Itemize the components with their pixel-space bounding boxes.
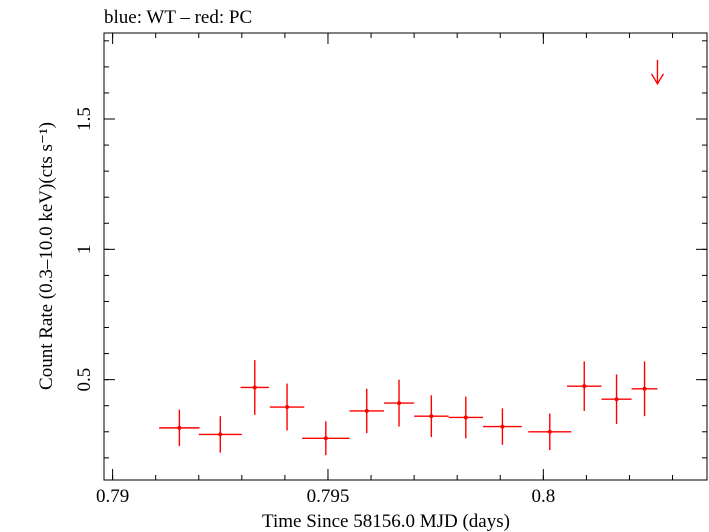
x-tick-label: 0.8 <box>531 486 555 507</box>
data-point <box>567 361 602 411</box>
data-point <box>631 361 658 417</box>
data-point <box>414 395 449 437</box>
data-point <box>601 374 632 424</box>
data-point <box>269 383 305 431</box>
point-marker <box>285 405 290 410</box>
data-point <box>349 388 384 434</box>
point-marker <box>463 415 468 420</box>
point-marker <box>614 397 619 402</box>
point-marker <box>177 425 182 430</box>
y-tick-label: 1 <box>74 245 95 255</box>
y-tick-label: 1.5 <box>74 107 95 131</box>
y-tick-label: 0.5 <box>74 368 95 392</box>
data-point <box>302 421 350 456</box>
point-marker <box>218 432 223 437</box>
point-marker <box>364 408 369 413</box>
point-marker <box>429 414 434 419</box>
tick-labels: 0.79 0.795 0.8 0.5 1 1.5 <box>74 107 555 507</box>
chart-title: blue: WT – red: PC <box>104 7 252 28</box>
data-point <box>383 379 415 427</box>
upper-limit-head <box>650 73 665 86</box>
data-point <box>159 409 200 447</box>
point-marker <box>397 401 402 406</box>
x-axis-label: Time Since 58156.0 MJD (days) <box>262 511 510 532</box>
data-point <box>198 416 242 453</box>
data-point <box>448 396 484 439</box>
data-points <box>159 59 665 456</box>
data-point <box>483 408 522 445</box>
point-marker <box>582 384 587 389</box>
x-tick-label: 0.79 <box>96 486 129 507</box>
upper-limit-arrow <box>650 59 665 86</box>
data-point <box>528 413 572 451</box>
point-marker <box>323 436 328 441</box>
point-marker <box>252 385 257 390</box>
axis-ticks <box>104 33 707 480</box>
x-tick-label: 0.795 <box>307 486 350 507</box>
point-marker <box>547 429 552 434</box>
y-axis-label: Count Rate (0.3–10.0 keV)(cts s⁻¹) <box>36 122 57 390</box>
point-marker <box>642 386 647 391</box>
plot-frame <box>103 32 708 481</box>
point-marker <box>500 424 505 429</box>
data-point <box>240 360 269 415</box>
